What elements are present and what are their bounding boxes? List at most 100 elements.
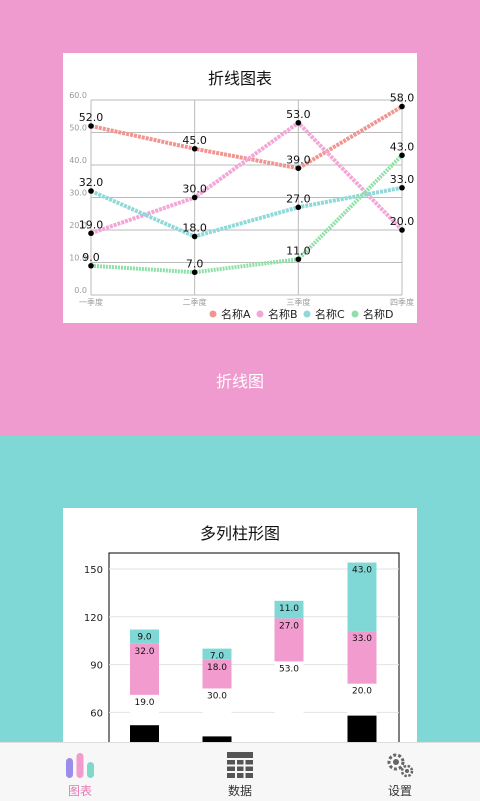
bar-value-label: 27.0 [279,621,299,631]
bar-segment [274,661,304,742]
data-label: 27.0 [286,192,311,205]
data-point [191,145,198,152]
data-label: 53.0 [286,108,311,121]
bar-segment [347,631,377,684]
y-tick-label: 60.0 [69,91,87,100]
x-tick-label: 四季度 [390,297,414,307]
line-chart-section: 折线图表 0.0 10.0 20.0 30.0 40.0 50.0 60.0 一季度 二季度 三季… [0,0,480,436]
legend-label: 名称D [363,307,393,321]
bar-value-label: 30.0 [207,691,227,701]
legend-swatch [303,310,311,318]
tab-settings[interactable]: 设置 [320,743,480,801]
bar-segment [130,629,159,644]
y-tick-label: 30.0 [69,189,87,198]
bottom-tab-bar: 图表 数据 设置 [0,742,480,801]
y-tick-label: 20.0 [69,221,87,230]
legend-label: 名称B [268,307,298,321]
bar-segment [130,643,159,695]
data-point [295,256,302,263]
bar-value-label: 20.0 [352,687,372,697]
data-point [399,184,405,191]
data-point [88,188,94,194]
table-grid-icon [227,752,253,778]
tab-settings-label: 设置 [387,784,412,798]
tab-data[interactable]: 数据 [160,743,320,801]
data-point [399,227,405,233]
gears-icon [387,753,414,778]
x-tick-label: 一季度 [79,297,103,307]
bar-value-label: 33.0 [352,634,372,644]
y-tick-label: 40.0 [69,156,87,165]
legend-swatch [351,310,359,318]
y-tick-label: 120 [84,613,103,624]
bar-segment [202,648,232,660]
bar-chart-card: 多列柱形图 030609012015019.032.09.030.018.07.… [63,508,417,742]
bar-segment [202,736,232,742]
bar-segment [347,562,377,632]
data-label: 30.0 [182,183,207,196]
bar-segment [202,688,232,737]
data-label: 39.0 [286,153,311,166]
data-label: 45.0 [182,134,207,147]
y-tick-label: 90 [90,661,103,672]
series-line-1 [90,120,404,236]
bar-value-label: 43.0 [352,566,372,576]
bar-value-label: 19.0 [134,698,154,708]
bar-segment [130,725,159,742]
bar-value-label: 32.0 [134,647,154,657]
tab-data-label: 数据 [227,784,252,798]
bar-segment [274,618,304,662]
data-label: 11.0 [286,244,311,257]
bar-segment [347,715,377,742]
tab-charts-label: 图表 [67,784,92,798]
series-line-2 [90,185,403,239]
data-label: 43.0 [390,140,415,153]
data-label: 7.0 [186,257,204,270]
bar-value-label: 7.0 [210,652,225,662]
line-chart-card: 折线图表 0.0 10.0 20.0 30.0 40.0 50.0 60.0 一季度 二季度 三季… [63,53,417,323]
data-point [88,123,94,129]
legend-swatch [209,310,217,318]
data-label: 19.0 [79,218,104,231]
series-line-3 [90,153,404,275]
bar-value-label: 11.0 [279,604,299,614]
bar-value-label: 18.0 [207,663,227,673]
data-label: 33.0 [390,173,415,186]
data-point [191,194,198,201]
legend-label: 名称C [315,307,345,321]
tab-charts[interactable]: 图表 [0,743,160,801]
bar-segment [274,600,304,619]
data-label: 58.0 [390,92,415,105]
y-tick-label: 0.0 [74,286,87,295]
line-chart-title: 折线图表 [207,69,272,88]
data-point [191,269,198,276]
x-tick-label: 二季度 [183,297,207,307]
bar-chart: 030609012015019.032.09.030.018.07.053.02… [84,552,400,742]
data-label: 18.0 [182,222,207,235]
y-tick-label: 10.0 [69,254,87,263]
bar-chart-icon [66,753,94,778]
bar-chart-section: 多列柱形图 030609012015019.032.09.030.018.07.… [0,436,480,742]
data-label: 52.0 [79,111,104,124]
legend-swatch [256,310,264,318]
bar-value-label: 53.0 [279,664,299,674]
data-point [399,103,405,110]
data-point [295,119,302,126]
bar-segment [130,694,159,726]
data-point [191,233,198,240]
data-label: 9.0 [82,251,100,264]
data-point [295,165,302,172]
bar-segment [347,683,377,716]
legend-label: 名称A [221,307,251,321]
line-chart-caption: 折线图 [215,372,264,391]
data-point [295,204,302,211]
data-point [399,152,405,159]
data-point [88,262,94,269]
line-chart: 0.0 10.0 20.0 30.0 40.0 50.0 60.0 一季度 二季度 三季度 四季度 5… [69,91,415,321]
bar-chart-title: 多列柱形图 [199,524,280,543]
x-tick-label: 三季度 [286,297,310,307]
plot-frame [108,552,400,742]
bar-value-label: 9.0 [137,633,152,643]
data-point [88,230,94,237]
y-tick-label: 60 [90,708,103,719]
